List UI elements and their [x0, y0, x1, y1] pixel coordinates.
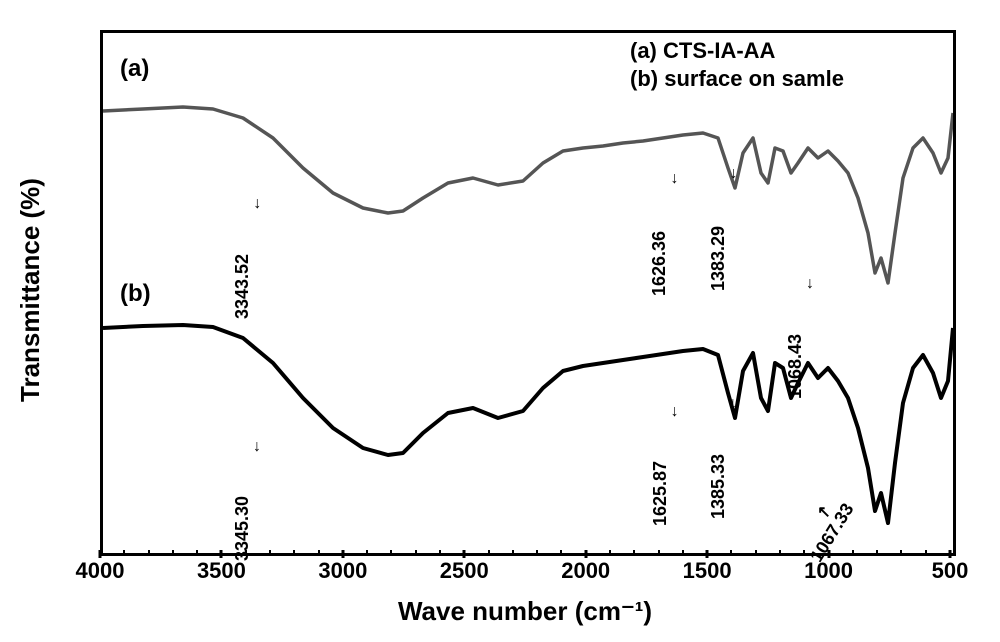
x-tick-label: 1500	[683, 558, 732, 584]
peak-arrow: ↓	[253, 438, 261, 456]
x-tick-minor	[390, 550, 392, 555]
ftir-chart: Transmittance (%) Wave number (cm⁻¹) (a)…	[0, 0, 1000, 642]
x-tick-label: 4000	[76, 558, 125, 584]
x-tick-minor	[172, 550, 174, 555]
spectrum-curve-b	[103, 325, 953, 523]
x-tick-label: 500	[932, 558, 969, 584]
x-tick-minor	[293, 550, 295, 555]
legend-item: (b) surface on samle	[630, 66, 844, 92]
x-axis-label: Wave number (cm⁻¹)	[100, 596, 950, 627]
x-tick-minor	[633, 550, 635, 555]
x-tick-minor	[123, 550, 125, 555]
x-tick-minor	[730, 550, 732, 555]
x-tick	[220, 550, 223, 558]
x-tick-minor	[366, 550, 368, 555]
spectrum-svg	[103, 33, 953, 553]
x-tick-minor	[439, 550, 441, 555]
x-tick	[949, 550, 952, 558]
peak-label: 1626.36	[649, 231, 670, 296]
x-tick-minor	[755, 550, 757, 555]
x-tick-minor	[148, 550, 150, 555]
x-tick	[584, 550, 587, 558]
peak-arrow: ↓	[729, 395, 737, 413]
x-tick-minor	[925, 550, 927, 555]
x-tick-minor	[196, 550, 198, 555]
legend-item: (a) CTS-IA-AA	[630, 38, 775, 64]
curve-label-b: (b)	[120, 280, 151, 308]
curve-label-a: (a)	[120, 55, 149, 83]
peak-label: 3345.30	[232, 496, 253, 561]
x-tick-minor	[609, 550, 611, 555]
peak-arrow: ↓	[671, 403, 679, 421]
x-tick-minor	[900, 550, 902, 555]
peak-label: 1383.29	[708, 226, 729, 291]
x-tick-label: 2500	[440, 558, 489, 584]
plot-area	[100, 30, 956, 556]
peak-label: 1385.33	[708, 454, 729, 519]
peak-label: 3343.52	[232, 254, 253, 319]
peak-arrow: ↓	[806, 275, 814, 293]
peak-arrow: ↓	[253, 195, 261, 213]
y-axis-label: Transmittance (%)	[15, 30, 45, 550]
peak-arrow: ↓	[729, 165, 737, 183]
x-tick-minor	[852, 550, 854, 555]
peak-label: 1625.87	[650, 461, 671, 526]
spectrum-curve-a	[103, 107, 953, 283]
peak-label: 1068.43	[785, 334, 806, 399]
x-tick-minor	[876, 550, 878, 555]
peak-arrow: ↓	[670, 170, 678, 188]
x-tick	[706, 550, 709, 558]
x-tick-label: 3500	[197, 558, 246, 584]
x-tick-minor	[269, 550, 271, 555]
x-tick-minor	[415, 550, 417, 555]
x-tick-label: 1000	[804, 558, 853, 584]
x-tick-minor	[512, 550, 514, 555]
x-tick-label: 3000	[318, 558, 367, 584]
x-tick-minor	[488, 550, 490, 555]
x-tick-minor	[536, 550, 538, 555]
x-tick	[463, 550, 466, 558]
x-tick-minor	[318, 550, 320, 555]
x-tick	[341, 550, 344, 558]
x-tick-minor	[682, 550, 684, 555]
x-tick-minor	[779, 550, 781, 555]
x-tick-minor	[560, 550, 562, 555]
x-tick	[99, 550, 102, 558]
x-tick-minor	[658, 550, 660, 555]
x-tick-label: 2000	[561, 558, 610, 584]
